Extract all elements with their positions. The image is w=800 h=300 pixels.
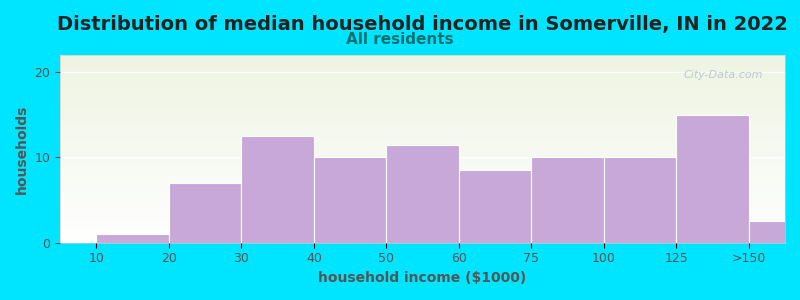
Bar <box>749 221 800 243</box>
Text: All residents: All residents <box>346 32 454 46</box>
Bar <box>242 136 314 243</box>
Bar <box>459 170 531 243</box>
Title: Distribution of median household income in Somerville, IN in 2022: Distribution of median household income … <box>57 15 788 34</box>
Bar <box>676 115 749 243</box>
Text: City-Data.com: City-Data.com <box>684 70 763 80</box>
Bar <box>96 234 169 243</box>
Bar <box>604 158 676 243</box>
X-axis label: household income ($1000): household income ($1000) <box>318 271 526 285</box>
Bar <box>531 158 604 243</box>
Bar <box>386 145 459 243</box>
Bar <box>169 183 242 243</box>
Y-axis label: households: households <box>15 104 29 194</box>
Bar <box>314 158 386 243</box>
